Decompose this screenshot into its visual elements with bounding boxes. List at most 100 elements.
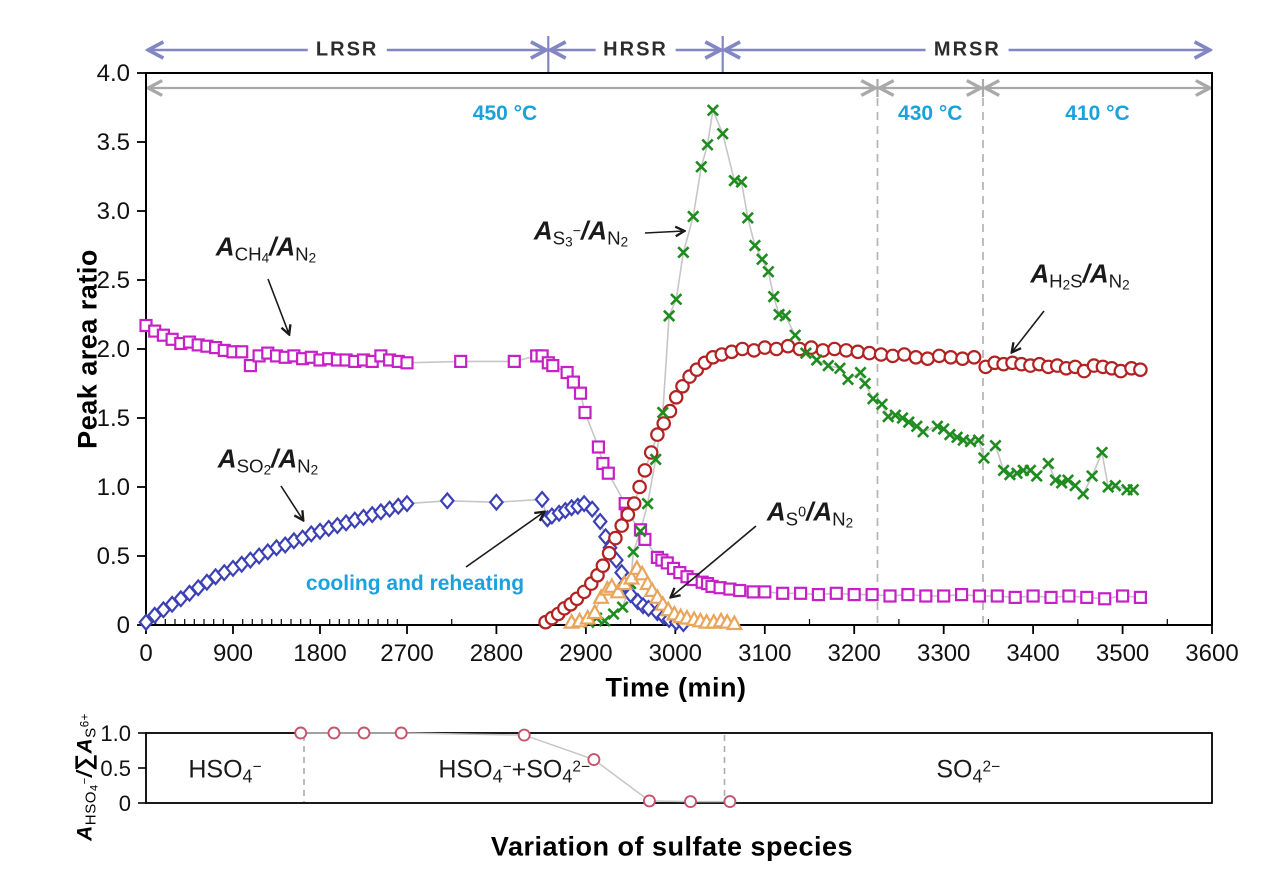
label-fragment: 4 bbox=[88, 784, 101, 791]
label-fragment: A bbox=[276, 231, 296, 262]
label-fragment: 2− bbox=[572, 758, 591, 776]
label-fragment: 4 bbox=[261, 250, 270, 266]
label-fragment: − bbox=[502, 758, 512, 776]
label-fragment: CH bbox=[234, 243, 262, 265]
main-y-axis-ticks: 4.0 3.5 3.0 2.5 2.0 1.5 1.0 0.5 0 bbox=[97, 60, 146, 639]
x-tick-label: 3600 bbox=[1185, 640, 1238, 667]
bottom-plot-border bbox=[145, 732, 1213, 804]
x-tick-label: 2700 bbox=[380, 640, 433, 667]
label-fragment: − bbox=[572, 223, 582, 240]
bottom-chart-title: Variation of sulfate species bbox=[490, 831, 854, 862]
label-fragment: 2 bbox=[620, 234, 629, 250]
label-fragment: H bbox=[1049, 270, 1063, 292]
label-fragment: N bbox=[1108, 270, 1123, 292]
label-fragment: +SO bbox=[511, 755, 563, 784]
label-fragment: A bbox=[278, 443, 298, 474]
label-fragment: 2 bbox=[308, 250, 317, 266]
label-fragment: / bbox=[806, 496, 814, 527]
label-fragment: / bbox=[1082, 258, 1090, 289]
s0-arrow bbox=[671, 525, 757, 597]
label-fragment: A bbox=[215, 231, 235, 262]
sulfate-region-label-hso4: HSO4− bbox=[188, 755, 262, 787]
x-tick-label: 2900 bbox=[559, 640, 612, 667]
label-fragment: − bbox=[252, 758, 262, 776]
label-fragment: 0 bbox=[798, 504, 807, 521]
label-fragment: HSO bbox=[438, 755, 493, 784]
label-fragment: ∑ bbox=[70, 753, 97, 771]
label-fragment: S bbox=[552, 227, 566, 249]
temperature-label-430c: 430 °C bbox=[898, 102, 963, 125]
label-fragment: N bbox=[297, 455, 311, 477]
cooling-reheating-annotation: cooling and reheating bbox=[305, 572, 525, 595]
bottom-series-marker bbox=[357, 726, 371, 740]
label-fragment: S bbox=[82, 727, 100, 738]
x-tick-label: 3300 bbox=[917, 640, 970, 667]
label-fragment: SO bbox=[236, 455, 264, 477]
bottom-y-axis-title: AHSO4−/∑AS6+ bbox=[70, 713, 101, 841]
s3-arrow bbox=[644, 231, 684, 233]
label-fragment: N bbox=[832, 508, 846, 530]
y-tick-label: 0 bbox=[117, 612, 130, 639]
x-tick-label: 0 bbox=[139, 640, 152, 667]
label-fragment: − bbox=[79, 777, 92, 785]
bottom-panel: 1.0 0.5 0 bbox=[100, 721, 1213, 816]
label-fragment: 2− bbox=[982, 758, 1001, 776]
x-tick-label: 1800 bbox=[293, 640, 346, 667]
label-fragment: / bbox=[271, 443, 279, 474]
bottom-series-marker bbox=[517, 728, 531, 742]
label-fragment: 4 bbox=[242, 766, 253, 787]
label-fragment: SO bbox=[936, 755, 973, 784]
bottom-y-tick-label: 0 bbox=[119, 791, 131, 816]
series-markers-ch4 bbox=[139, 318, 1148, 606]
label-fragment: 2 bbox=[310, 462, 319, 478]
bottom-series-marker bbox=[327, 726, 341, 740]
y-tick-label: 2.5 bbox=[97, 267, 130, 294]
bottom-series-marker bbox=[294, 726, 308, 740]
bottom-series-marker bbox=[684, 795, 697, 809]
y-tick-label: 2.0 bbox=[97, 336, 130, 363]
label-fragment: 4 bbox=[492, 766, 503, 787]
label-fragment: 4 bbox=[562, 766, 573, 787]
series-label-s3-n2: AS3−/AN2 bbox=[533, 215, 629, 250]
region-label-hrsr: HRSR bbox=[595, 38, 676, 62]
label-fragment: / bbox=[73, 770, 97, 778]
label-fragment: A bbox=[813, 496, 833, 527]
h2s-arrow bbox=[1012, 310, 1045, 352]
label-fragment: A bbox=[73, 737, 97, 754]
x-tick-label: 3400 bbox=[1006, 640, 1059, 667]
bottom-series-marker bbox=[587, 753, 601, 767]
x-tick-label: 3200 bbox=[828, 640, 881, 667]
label-fragment: 4 bbox=[972, 766, 983, 787]
label-fragment: HSO bbox=[82, 790, 100, 826]
x-tick-label: 3100 bbox=[738, 640, 791, 667]
x-tick-label: 3500 bbox=[1096, 640, 1149, 667]
region-label-mrsr: MRSR bbox=[925, 38, 1009, 62]
sulfate-region-label-so4: SO42− bbox=[936, 755, 1001, 787]
series-markers-h2s bbox=[538, 338, 1148, 630]
y-tick-label: 1.5 bbox=[97, 405, 130, 432]
bottom-y-tick-label: 1.0 bbox=[100, 721, 131, 746]
label-fragment: N bbox=[607, 227, 621, 249]
x-tick-label: 2800 bbox=[470, 640, 523, 667]
y-tick-label: 4.0 bbox=[97, 60, 130, 87]
label-fragment: 2 bbox=[845, 515, 854, 531]
series-label-s0-n2: AS0/AN2 bbox=[766, 496, 854, 531]
label-fragment: N bbox=[295, 243, 309, 265]
label-fragment: A bbox=[533, 215, 553, 246]
ch4-arrow bbox=[267, 278, 289, 334]
x-tick-label: 900 bbox=[213, 640, 253, 667]
label-fragment: 2 bbox=[1062, 277, 1071, 293]
series-label-so2-n2: ASO2/AN2 bbox=[218, 443, 319, 478]
label-fragment: HSO bbox=[188, 755, 243, 784]
bottom-series-marker bbox=[723, 795, 737, 809]
series-markers-so2 bbox=[138, 490, 692, 633]
label-fragment: S bbox=[785, 508, 799, 530]
label-fragment: / bbox=[269, 231, 277, 262]
y-tick-label: 1.0 bbox=[97, 474, 130, 501]
label-fragment: A bbox=[1030, 258, 1050, 289]
y-tick-label: 3.5 bbox=[97, 129, 130, 156]
label-fragment: A bbox=[73, 825, 97, 841]
label-fragment: A bbox=[766, 496, 786, 527]
bottom-series-marker bbox=[642, 794, 656, 808]
label-fragment: S bbox=[1070, 270, 1083, 292]
